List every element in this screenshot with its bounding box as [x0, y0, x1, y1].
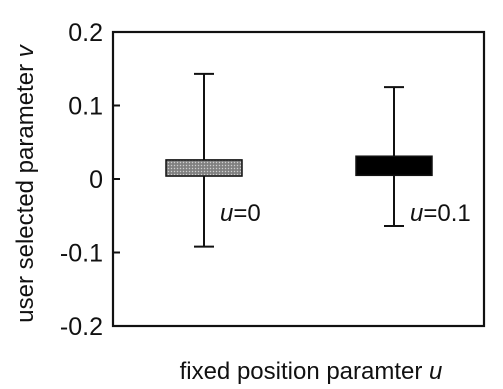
y-tick-label: 0.2: [68, 19, 103, 47]
bar-label-value: =0: [233, 200, 260, 227]
y-tick-label: -0.2: [60, 313, 103, 341]
bar-label-value: =0.1: [423, 200, 470, 227]
y-axis-title-var: v: [12, 43, 39, 57]
y-axis-title: user selected parameter v: [12, 43, 39, 322]
bars: u=0 u=0.1: [165, 72, 471, 248]
bar: [165, 159, 243, 177]
x-axis-title-text: fixed position paramter: [180, 358, 423, 385]
x-axis-title: fixed position paramter u: [180, 358, 443, 385]
y-axis-ticks: 0.2 0.1 0 -0.1 -0.2: [60, 19, 120, 341]
bar: [355, 155, 433, 177]
bar-label-var: u: [410, 200, 423, 227]
x-axis-title-var: u: [429, 358, 442, 385]
y-axis-title-text: user selected parameter: [12, 64, 39, 323]
bar-label: u=0: [220, 200, 261, 227]
y-tick-label: 0: [89, 166, 103, 194]
plot-frame: [111, 30, 486, 328]
y-tick-label: -0.1: [60, 240, 103, 268]
bar-label: u=0.1: [410, 200, 471, 227]
y-tick-label: 0.1: [68, 93, 103, 121]
bar-label-var: u: [220, 200, 233, 227]
